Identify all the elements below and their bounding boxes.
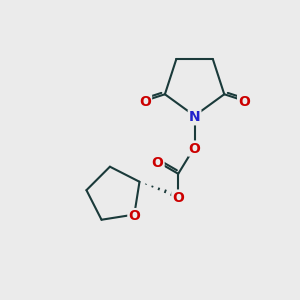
Text: O: O (238, 95, 250, 109)
Text: O: O (189, 142, 200, 155)
Text: O: O (139, 95, 151, 109)
Text: O: O (172, 190, 184, 205)
Text: N: N (189, 110, 200, 124)
Text: O: O (152, 156, 164, 170)
Text: O: O (128, 209, 140, 223)
